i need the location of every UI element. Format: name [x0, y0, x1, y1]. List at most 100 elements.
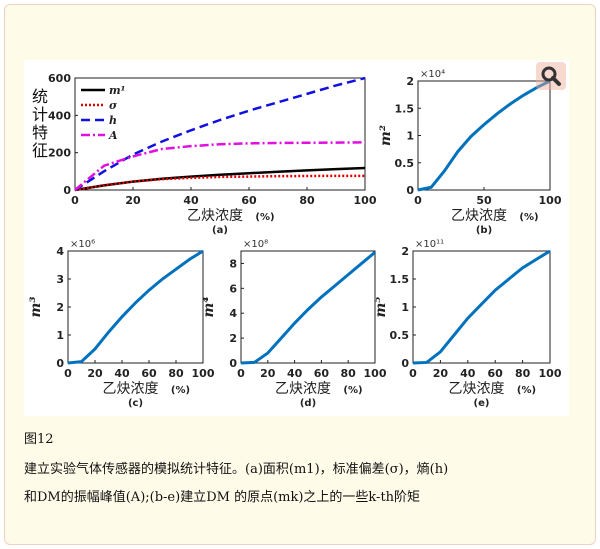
y-multiplier: ×10⁴ [420, 69, 445, 80]
legend-entry: m¹ [109, 84, 125, 97]
y-tick-label: 0.5 [395, 157, 415, 170]
x-tick-label: 40 [183, 194, 199, 207]
plot-area [74, 77, 366, 191]
y-tick-label: 4 [56, 245, 64, 258]
y-axis-label: m² [378, 125, 394, 146]
x-tick-label: 0 [237, 367, 245, 380]
y-tick-label: 1 [56, 329, 64, 342]
series-line-m [417, 79, 551, 192]
x-tick-label: 60 [141, 367, 157, 380]
plot-area [240, 250, 376, 364]
x-axis-label: 乙炔浓度 [451, 208, 507, 224]
y-tick-label: 0 [406, 184, 414, 197]
chart-panel-4: 0 20 40 60 80 100 0 2 4 6 8 乙炔浓度 (%) (d) ×10⁸ m⁴ [201, 239, 387, 409]
x-tick-label: 60 [488, 367, 504, 380]
y-axis-label-char: 计 [32, 105, 48, 124]
series-line-m [412, 249, 551, 365]
series-line-σ [74, 174, 365, 192]
y-tick-label: 4 [229, 307, 237, 320]
chart-panel-5: 0 20 40 60 80 100 0 0.5 1 1.5 2 乙炔浓度 (%) (e) ×10¹¹ m⁵ [373, 239, 562, 409]
plot-area [67, 250, 204, 364]
y-tick-label: 1 [401, 301, 409, 314]
figure-label: 图12 [24, 432, 54, 447]
panel-label: (d) [300, 398, 316, 409]
y-axis-label: m⁴ [201, 297, 217, 318]
y-tick-label: 0 [63, 184, 71, 197]
y-tick-label: 600 [48, 72, 71, 85]
figure: 0 20 40 60 80 100 0 200 400 600 乙炔浓度 (%) (a) 统计特征 m¹ σ h… [24, 60, 569, 416]
y-tick-label: 3 [56, 273, 64, 286]
legend-entry: σ [109, 99, 118, 112]
y-tick-label: 1.5 [390, 273, 410, 286]
caption-line-1: 建立实验气体传感器的模拟统计特征。(a)面积(m1)，标准偏差(σ)，熵(h) [24, 462, 449, 477]
y-tick-label: 2 [401, 245, 409, 258]
x-tick-label: 0 [414, 194, 422, 207]
x-tick-label: 0 [409, 367, 417, 380]
x-tick-label: 20 [260, 367, 276, 380]
x-axis-label: 乙炔浓度 [275, 381, 331, 397]
chart-panel-3: 0 20 40 60 80 100 0 1 2 3 4 乙炔浓度 (%) (c) ×10⁶ m³ [28, 239, 215, 409]
x-axis-label: 乙炔浓度 [103, 381, 159, 397]
y-tick-label: 2 [229, 332, 237, 345]
y-tick-label: 200 [48, 147, 71, 160]
y-tick-label: 1 [406, 130, 414, 143]
x-tick-label: 0 [71, 194, 79, 207]
chart-panel-1: 0 20 40 60 80 100 0 200 400 600 乙炔浓度 (%) (a) 统计特征 m¹ σh… [32, 72, 377, 236]
x-tick-label: 60 [314, 367, 330, 380]
legend-entry: A [108, 129, 118, 142]
panel-label: (a) [212, 225, 228, 236]
x-axis-unit: (%) [519, 212, 538, 223]
zoom-button[interactable] [536, 62, 566, 90]
legend-entry: h [109, 114, 117, 127]
x-axis-label: 乙炔浓度 [187, 208, 243, 224]
series-line-A [74, 141, 366, 191]
plot-area [417, 80, 551, 191]
x-axis-label: 乙炔浓度 [449, 381, 505, 397]
magnifier-icon [541, 66, 561, 86]
y-tick-label: 0 [56, 357, 64, 370]
x-tick-label: 100 [354, 194, 377, 207]
x-tick-label: 20 [125, 194, 141, 207]
x-tick-label: 50 [476, 194, 492, 207]
y-multiplier: ×10⁸ [243, 239, 268, 250]
x-tick-label: 60 [241, 194, 257, 207]
x-tick-label: 100 [539, 194, 562, 207]
y-axis-label: m³ [28, 297, 44, 318]
y-multiplier: ×10¹¹ [415, 239, 444, 250]
y-tick-label: 2 [56, 301, 64, 314]
chart-panel-2: 0 50 100 0 0.5 1 1.5 2 乙炔浓度 (%) (b) ×10⁴ m² [378, 69, 562, 236]
y-axis-label: m⁵ [373, 297, 389, 318]
y-axis-label-char: 征 [32, 141, 48, 160]
y-tick-label: 0 [401, 357, 409, 370]
x-axis-unit: (%) [255, 212, 274, 223]
series-line-m¹ [74, 166, 366, 192]
panel-label: (b) [476, 225, 492, 236]
series-line-m [240, 251, 376, 365]
y-tick-label: 1.5 [395, 102, 415, 115]
x-tick-label: 80 [168, 367, 184, 380]
x-tick-label: 100 [364, 367, 387, 380]
series-line-m [67, 249, 204, 365]
x-tick-label: 100 [192, 367, 215, 380]
x-axis-unit: (%) [343, 385, 362, 396]
y-tick-label: 6 [229, 282, 237, 295]
x-tick-label: 100 [539, 367, 562, 380]
x-tick-label: 80 [515, 367, 531, 380]
caption-line-2: 和DM的振幅峰值(A);(b-e)建立DM 的原点(mk)之上的一些k-th阶矩 [24, 490, 421, 505]
x-axis-unit: (%) [517, 385, 536, 396]
y-tick-label: 2 [406, 75, 414, 88]
x-axis-unit: (%) [171, 385, 190, 396]
panel-label: (e) [474, 398, 490, 409]
x-tick-label: 20 [433, 367, 449, 380]
x-tick-label: 20 [87, 367, 103, 380]
x-tick-label: 0 [64, 367, 72, 380]
x-tick-label: 40 [114, 367, 130, 380]
panel-label: (c) [128, 398, 143, 409]
y-axis-label-char: 特 [32, 123, 48, 142]
y-tick-label: 8 [229, 257, 237, 270]
x-tick-label: 40 [287, 367, 303, 380]
y-axis-label-char: 统 [32, 87, 48, 106]
plot-area [412, 250, 551, 364]
x-tick-label: 80 [341, 367, 357, 380]
